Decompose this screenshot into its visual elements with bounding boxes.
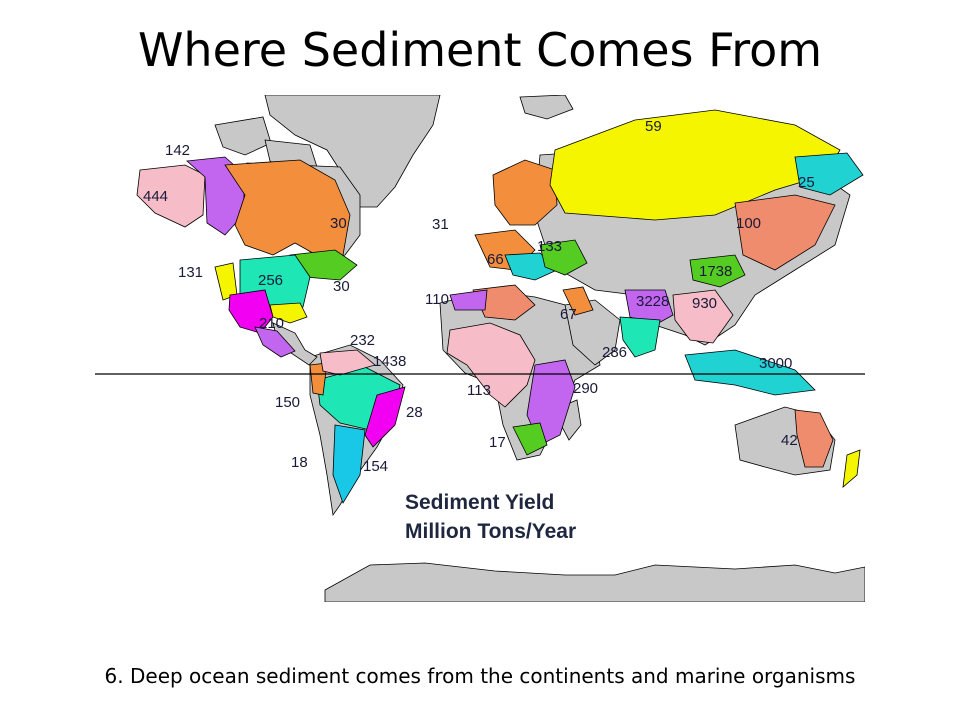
label-ganges: 3228 <box>636 293 669 310</box>
region-indonesia <box>684 349 816 396</box>
label-europe-w: 66 <box>487 251 504 268</box>
region-central <box>254 326 296 358</box>
label-brazil-e: 28 <box>406 404 423 421</box>
label-s-africa: 17 <box>489 434 506 451</box>
region-manchuria <box>734 194 836 271</box>
label-parana: 154 <box>363 458 388 475</box>
region-sahara-violet <box>449 289 488 311</box>
label-bering: 142 <box>165 142 190 159</box>
region-yangtze <box>672 289 734 344</box>
label-siberia-e: 25 <box>798 174 815 191</box>
label-congo: 113 <box>467 382 491 399</box>
label-pacific-nw: 131 <box>178 264 203 281</box>
region-tibet-violet <box>624 289 674 326</box>
world-map: 444 142 131 256 30 30 210 232 1438 150 2… <box>95 95 865 602</box>
label-labrador: 30 <box>330 215 347 232</box>
region-australia-salmon <box>794 409 834 468</box>
sediment-regions <box>136 109 864 504</box>
label-black-sea: 133 <box>537 238 562 255</box>
antarctica <box>324 562 865 602</box>
region-brazil-e <box>364 386 406 448</box>
region-orinoco <box>319 349 376 376</box>
region-yellow-river <box>689 254 746 288</box>
legend-title: Sediment Yield <box>405 491 554 514</box>
label-andes-s: 18 <box>291 454 308 471</box>
arabia-gray <box>564 299 621 366</box>
region-w-africa-orange <box>472 284 536 321</box>
label-india-w: 286 <box>602 344 627 361</box>
region-black-sea <box>539 239 588 276</box>
label-atlantic-us: 30 <box>333 278 350 295</box>
greenland <box>264 95 441 208</box>
label-alaska: 444 <box>143 188 168 205</box>
label-indonesia: 3000 <box>759 355 792 372</box>
region-ganges-aqua <box>619 316 661 358</box>
region-s-africa-green <box>512 422 548 456</box>
label-west-africa: 110 <box>425 291 449 308</box>
yield-labels: 444 142 131 256 30 30 210 232 1438 150 2… <box>143 118 815 475</box>
slide-caption: 6. Deep ocean sediment comes from the co… <box>104 664 856 688</box>
label-mexico: 210 <box>259 315 284 332</box>
label-andes-n: 150 <box>275 394 300 411</box>
label-australia-e: 42 <box>781 432 798 449</box>
region-parana <box>332 424 366 504</box>
region-new-zealand <box>842 449 861 488</box>
label-mideast: 67 <box>560 306 577 323</box>
legend-subtitle: Million Tons/Year <box>405 520 576 543</box>
slide-title: Where Sediment Comes From <box>137 23 823 77</box>
region-alaska <box>136 164 206 228</box>
label-yellow-river: 1738 <box>699 263 732 280</box>
label-manchuria: 100 <box>736 215 761 232</box>
region-mideast <box>562 286 594 316</box>
legend: Sediment Yield Million Tons/Year <box>405 491 576 543</box>
label-amazon: 1438 <box>373 353 406 370</box>
arctic-islands <box>214 116 272 156</box>
region-canada-orange <box>224 159 351 258</box>
label-mississippi: 256 <box>258 272 283 289</box>
svalbard <box>519 95 574 120</box>
label-caribbean: 232 <box>350 332 375 349</box>
region-n-africa-pink <box>446 322 536 408</box>
region-siberia-teal <box>794 152 864 196</box>
label-yangtze: 930 <box>692 295 717 312</box>
label-e-africa: 290 <box>573 380 598 397</box>
label-arctic: 59 <box>645 118 662 135</box>
region-yukon <box>186 156 246 236</box>
label-iceland: 31 <box>432 216 449 233</box>
region-scandinavia <box>492 159 558 226</box>
